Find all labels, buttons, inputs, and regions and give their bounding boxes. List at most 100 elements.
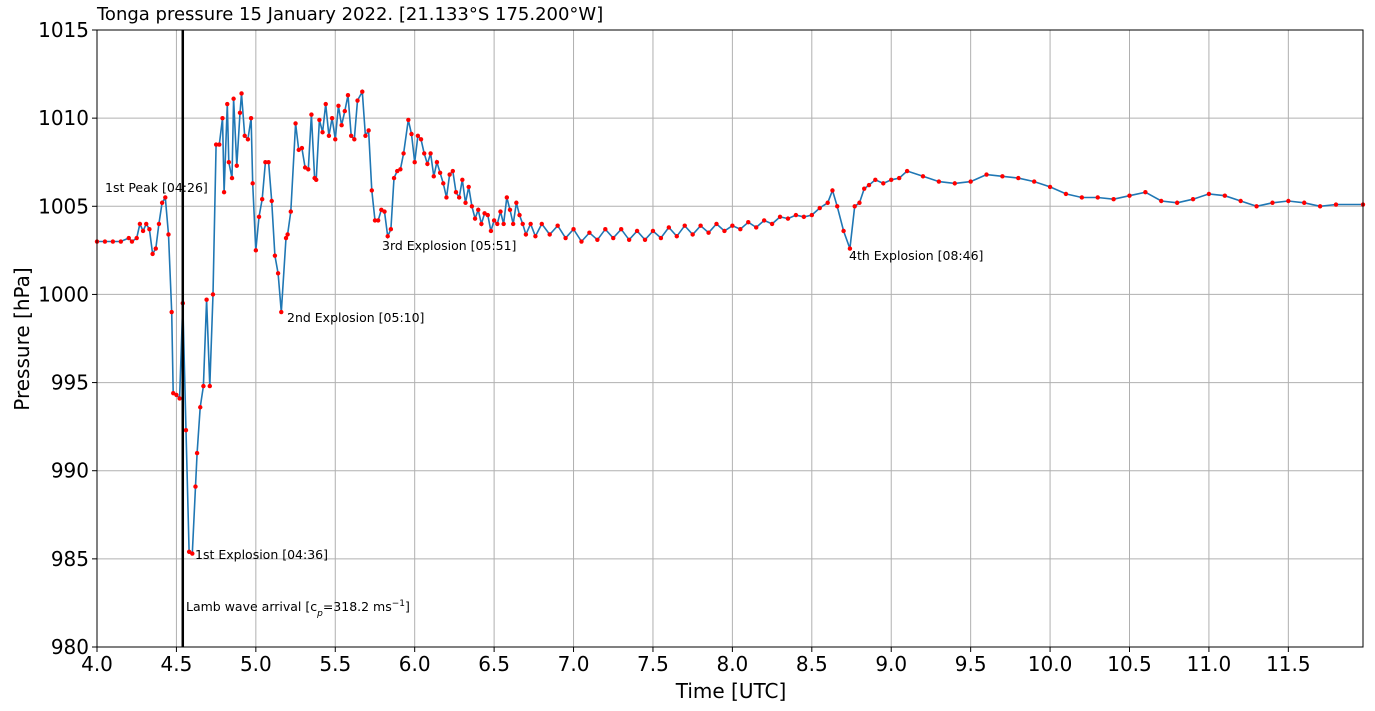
data-point <box>248 115 254 121</box>
y-tick-label: 980 <box>51 635 89 659</box>
data-point <box>226 160 232 165</box>
data-point <box>785 216 791 221</box>
x-tick-label: 5.5 <box>319 652 351 676</box>
label-part: ] <box>405 599 410 614</box>
data-point <box>450 168 456 174</box>
x-tick-label: 10.5 <box>1107 652 1152 676</box>
data-point <box>220 115 225 121</box>
data-point <box>317 117 322 123</box>
data-point <box>603 227 608 232</box>
data-point <box>229 175 235 181</box>
data-point <box>269 198 274 204</box>
data-point <box>507 207 513 213</box>
data-point <box>514 200 519 205</box>
data-point <box>190 551 195 556</box>
data-point <box>326 133 332 138</box>
data-point <box>754 225 759 230</box>
data-point <box>595 237 600 242</box>
data-point <box>547 232 552 237</box>
data-point <box>239 91 244 96</box>
data-point <box>441 181 446 186</box>
plot-frame <box>96 29 1364 648</box>
data-point <box>866 182 872 188</box>
data-point <box>412 160 417 165</box>
data-point <box>153 246 158 251</box>
data-point <box>137 221 143 227</box>
data-point <box>1000 174 1005 179</box>
data-point <box>1063 191 1069 197</box>
x-tick-label: 8.0 <box>716 652 748 676</box>
data-point <box>841 228 846 234</box>
data-point <box>626 237 632 242</box>
data-point <box>221 189 227 195</box>
data-point <box>306 167 311 172</box>
data-point <box>793 212 799 218</box>
data-point <box>198 405 203 410</box>
annotation: 1st Explosion [04:36] <box>195 547 328 562</box>
annotation: 4th Explosion [08:46] <box>849 248 983 263</box>
data-point <box>825 200 830 205</box>
data-point <box>658 235 664 241</box>
data-point <box>437 170 443 175</box>
data-point <box>256 214 262 220</box>
data-point <box>847 246 853 251</box>
data-point <box>520 221 525 227</box>
data-point <box>1095 195 1100 200</box>
data-point <box>809 212 815 218</box>
data-point <box>207 383 212 389</box>
data-point <box>889 177 894 183</box>
x-tick-label: 8.5 <box>796 652 828 676</box>
data-point <box>193 484 198 489</box>
data-point <box>213 142 219 147</box>
data-point <box>801 214 807 220</box>
data-point <box>466 184 471 190</box>
data-point <box>936 179 942 184</box>
data-point <box>722 228 727 234</box>
data-point <box>129 239 135 244</box>
data-point <box>738 227 743 232</box>
data-point <box>1254 204 1259 209</box>
data-point <box>1286 198 1291 204</box>
data-point <box>234 163 239 168</box>
data-point <box>491 218 497 223</box>
data-point <box>479 221 484 227</box>
data-point <box>369 188 375 193</box>
data-point <box>272 253 278 258</box>
data-point <box>183 427 189 433</box>
data-point <box>730 223 735 228</box>
data-point <box>372 218 378 223</box>
data-point <box>504 195 510 200</box>
data-point <box>398 167 403 172</box>
data-point <box>333 137 338 142</box>
data-point <box>288 209 293 214</box>
data-point <box>382 209 387 214</box>
data-point <box>881 181 886 186</box>
data-point <box>498 209 503 214</box>
data-point <box>835 204 840 209</box>
label-part: p <box>316 609 323 619</box>
x-tick-label: 9.5 <box>955 652 987 676</box>
data-point <box>253 248 259 253</box>
data-point <box>342 108 347 114</box>
data-point <box>360 89 365 94</box>
data-point <box>242 133 247 138</box>
y-tick-label: 1000 <box>38 282 89 306</box>
data-point <box>428 151 433 156</box>
data-point <box>1317 204 1323 209</box>
data-point <box>1079 195 1085 200</box>
data-point <box>409 131 414 137</box>
data-point <box>159 200 165 205</box>
data-point <box>495 221 500 227</box>
data-point <box>275 271 281 276</box>
data-point <box>293 121 298 126</box>
data-point <box>777 214 783 220</box>
label-part: =318.2 ms <box>323 599 392 614</box>
data-point <box>706 230 711 235</box>
data-point <box>501 221 506 227</box>
annotation: 2nd Explosion [05:10] <box>287 310 424 325</box>
data-point <box>1016 175 1021 181</box>
data-point <box>134 235 139 241</box>
data-point <box>469 204 475 209</box>
x-axis-label: Time [UTC] <box>675 679 787 703</box>
data-point <box>422 151 427 156</box>
